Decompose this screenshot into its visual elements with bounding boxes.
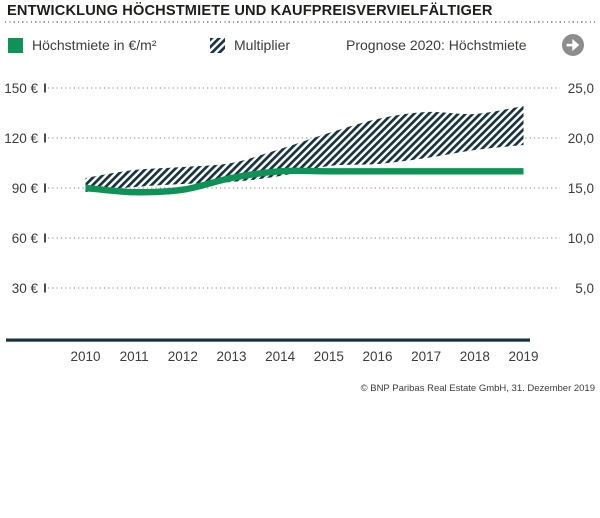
svg-text:25,0: 25,0 bbox=[568, 81, 594, 96]
multiplier-legend-label: Multiplier bbox=[234, 37, 290, 54]
hoechstmiete-swatch bbox=[8, 38, 23, 53]
svg-text:90 €: 90 € bbox=[12, 181, 39, 196]
multiplier-swatch bbox=[210, 38, 225, 53]
svg-text:2012: 2012 bbox=[168, 349, 198, 364]
svg-text:120 €: 120 € bbox=[4, 131, 38, 146]
svg-text:5,0: 5,0 bbox=[575, 281, 594, 296]
rent-multiplier-chart: 150 € 25,0 120 € 20,0 90 € 15,0 60 € 10,0 30 € 5,… bbox=[0, 70, 600, 365]
svg-text:2015: 2015 bbox=[314, 349, 344, 364]
svg-text:2017: 2017 bbox=[411, 349, 441, 364]
copyright-note: © BNP Paribas Real Estate GmbH, 31. Deze… bbox=[361, 383, 595, 394]
multiplier-band bbox=[86, 106, 524, 192]
svg-text:2010: 2010 bbox=[70, 349, 100, 364]
chart-legend: Höchstmiete in €/m² Multiplier Prognose … bbox=[8, 37, 592, 57]
svg-text:15,0: 15,0 bbox=[568, 181, 594, 196]
page-title: ENTWICKLUNG HÖCHSTMIETE UND KAUFPREISVER… bbox=[7, 3, 493, 19]
svg-text:30 €: 30 € bbox=[12, 281, 39, 296]
svg-text:20,0: 20,0 bbox=[568, 131, 594, 146]
svg-text:2018: 2018 bbox=[460, 349, 490, 364]
svg-text:2016: 2016 bbox=[362, 349, 392, 364]
x-axis-line bbox=[6, 339, 530, 342]
title-divider bbox=[5, 21, 595, 23]
hoechstmiete-legend-label: Höchstmiete in €/m² bbox=[32, 37, 156, 54]
year-labels: 2010 2011 2012 2013 2014 2015 2016 2017 2018 2019 bbox=[70, 349, 538, 364]
svg-text:2013: 2013 bbox=[216, 349, 246, 364]
svg-text:150 €: 150 € bbox=[4, 81, 38, 96]
prognose-label: Prognose 2020: Höchstmiete bbox=[346, 37, 527, 54]
svg-text:2019: 2019 bbox=[508, 349, 538, 364]
arrow-right-circle-icon bbox=[562, 34, 584, 56]
chart-page: { "title": "ENTWICKLUNG HÖCHSTMIETE UND … bbox=[0, 0, 600, 518]
svg-text:2014: 2014 bbox=[265, 349, 296, 364]
svg-text:2011: 2011 bbox=[120, 349, 149, 364]
svg-text:10,0: 10,0 bbox=[568, 231, 594, 246]
svg-text:60 €: 60 € bbox=[12, 231, 39, 246]
